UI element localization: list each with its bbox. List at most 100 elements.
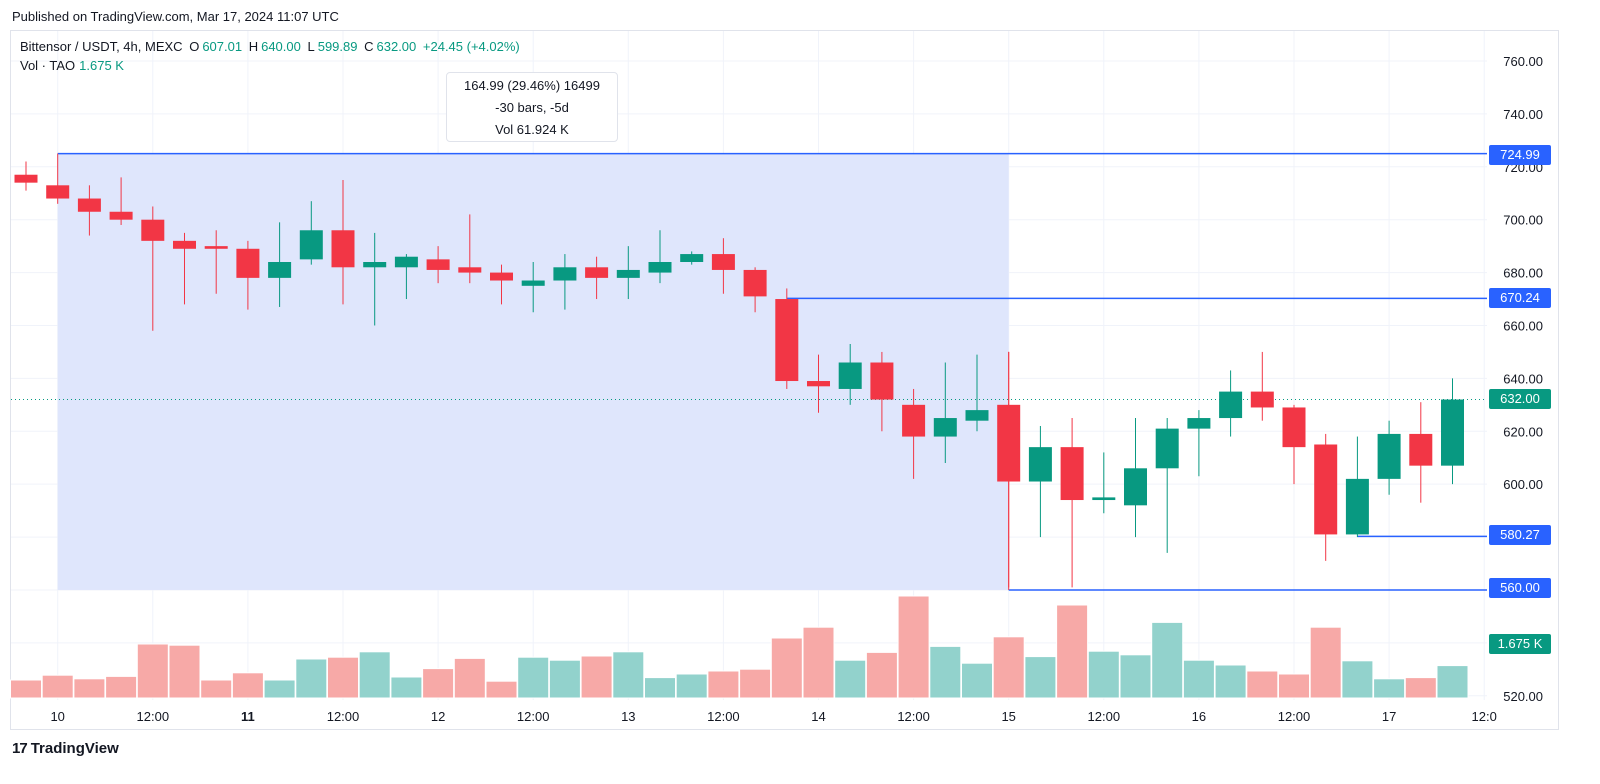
volume-legend-value: 1.675 K [79,58,124,73]
time-tick-label: 12:0 [1472,709,1497,724]
candle-body [585,267,609,278]
price-tick-label: 600.00 [1503,477,1543,492]
candle-body [426,259,450,270]
volume-bar [295,658,328,699]
price-tick-label: 520.00 [1503,689,1543,704]
footer[interactable]: 17 TradingView [12,740,119,757]
volume-bar [961,662,993,699]
time-tick-label: 12 [431,709,445,724]
volume-bar [453,657,486,699]
price-tick-label: 740.00 [1503,107,1543,122]
time-tick-label: 10 [50,709,64,724]
measure-area [57,153,1009,590]
candle-body [933,418,957,437]
volume-bar [1404,677,1437,699]
price-tick-label: 680.00 [1503,266,1543,281]
candle-body [1409,433,1433,466]
candle-body [680,254,704,263]
price-tick-label: 760.00 [1503,54,1543,69]
volume-bar [41,674,74,699]
change-value: +24.45 (+4.02%) [422,39,520,54]
measure-change: 164.99 (29.46%) 16499 [464,78,600,93]
candle-body [363,262,387,268]
candle-body [331,230,355,268]
time-tick-label: 14 [811,709,825,724]
volume-bar [1119,654,1152,699]
candle-body [77,198,101,212]
volume-bar [865,651,898,699]
symbol-title: Bittensor / USDT, 4h, MEXC [20,39,183,54]
candle-body [46,185,70,199]
volume-bar [390,676,423,699]
price-tag-low2: 560.00 [1489,578,1551,598]
candle-body [394,256,418,268]
high-value: 640.00 [261,39,301,54]
close-value: 632.00 [376,39,417,54]
volume-bar [10,679,42,699]
price-tag-high: 724.99 [1489,145,1551,165]
volume-bar [1056,604,1089,699]
time-tick-label: 12:00 [327,709,360,724]
volume-bar [675,673,708,699]
symbol-legend: Bittensor / USDT, 4h, MEXC O 607.01 H 640.… [20,39,523,54]
candle-body [1282,407,1306,448]
volume-bar [802,626,835,699]
volume-bar [1087,650,1120,699]
volume-bar [358,651,391,699]
volume-bar [1246,670,1279,699]
time-axis: 10 12:00 11 12:00 12 12:00 13 12:00 14 12:00 15 12:… [50,709,1496,724]
high-label: H [248,39,259,54]
candle-body [204,246,228,249]
candle-body [553,267,577,281]
measure-tooltip: 164.99 (29.46%) 16499 -30 bars, -5d Vol … [446,72,618,142]
time-tick-label: 17 [1382,709,1396,724]
time-tick-label: 12:00 [1278,709,1311,724]
candle-body [14,174,38,183]
candle-body [838,362,862,389]
price-tag-mid: 670.24 [1489,288,1551,308]
candle-body [236,248,260,278]
candle-body [1092,497,1116,501]
volume-bar [200,679,233,699]
candle-body [1060,447,1084,501]
price-tag-current: 632.00 [1489,389,1551,409]
volume-bar [580,655,613,699]
time-tick-label: 12:00 [1088,709,1121,724]
volume-bar [707,670,740,699]
volume-bar [1309,626,1342,699]
brand-name: TradingView [30,740,119,757]
volume-bar [105,675,138,699]
candle-body [1441,399,1464,466]
volume-bar [1278,673,1310,699]
tradingview-logo-icon: 17 [12,740,28,757]
volume-tag: 1.675 K [1489,634,1551,654]
candles [14,153,1464,588]
time-tick-label: 12:00 [517,709,550,724]
price-tick-label: 700.00 [1503,213,1543,228]
volume-bar [1341,660,1374,699]
low-value: 599.89 [317,39,358,54]
candle-body [616,269,640,278]
candle-body [1250,391,1274,408]
volume-bar [327,656,359,699]
volume-bar [992,636,1025,699]
candle-body [870,362,894,400]
candle-body [173,240,196,249]
candle-body [1187,418,1211,429]
volume-bar [770,637,803,699]
volume-bar [644,677,676,699]
candle-body [1219,391,1243,419]
time-tick-label: 13 [621,709,635,724]
volume-bar [485,680,518,699]
volume-bar [929,645,962,699]
volume-bar [1373,678,1406,699]
volume-bar [739,668,772,699]
candle-body [141,219,165,241]
volume-bar [548,659,581,699]
candle-body [648,262,672,273]
candle-body [902,404,926,437]
candle-body [299,230,323,260]
measure-bars: -30 bars, -5d [495,100,569,115]
time-tick-label: 11 [241,709,255,724]
